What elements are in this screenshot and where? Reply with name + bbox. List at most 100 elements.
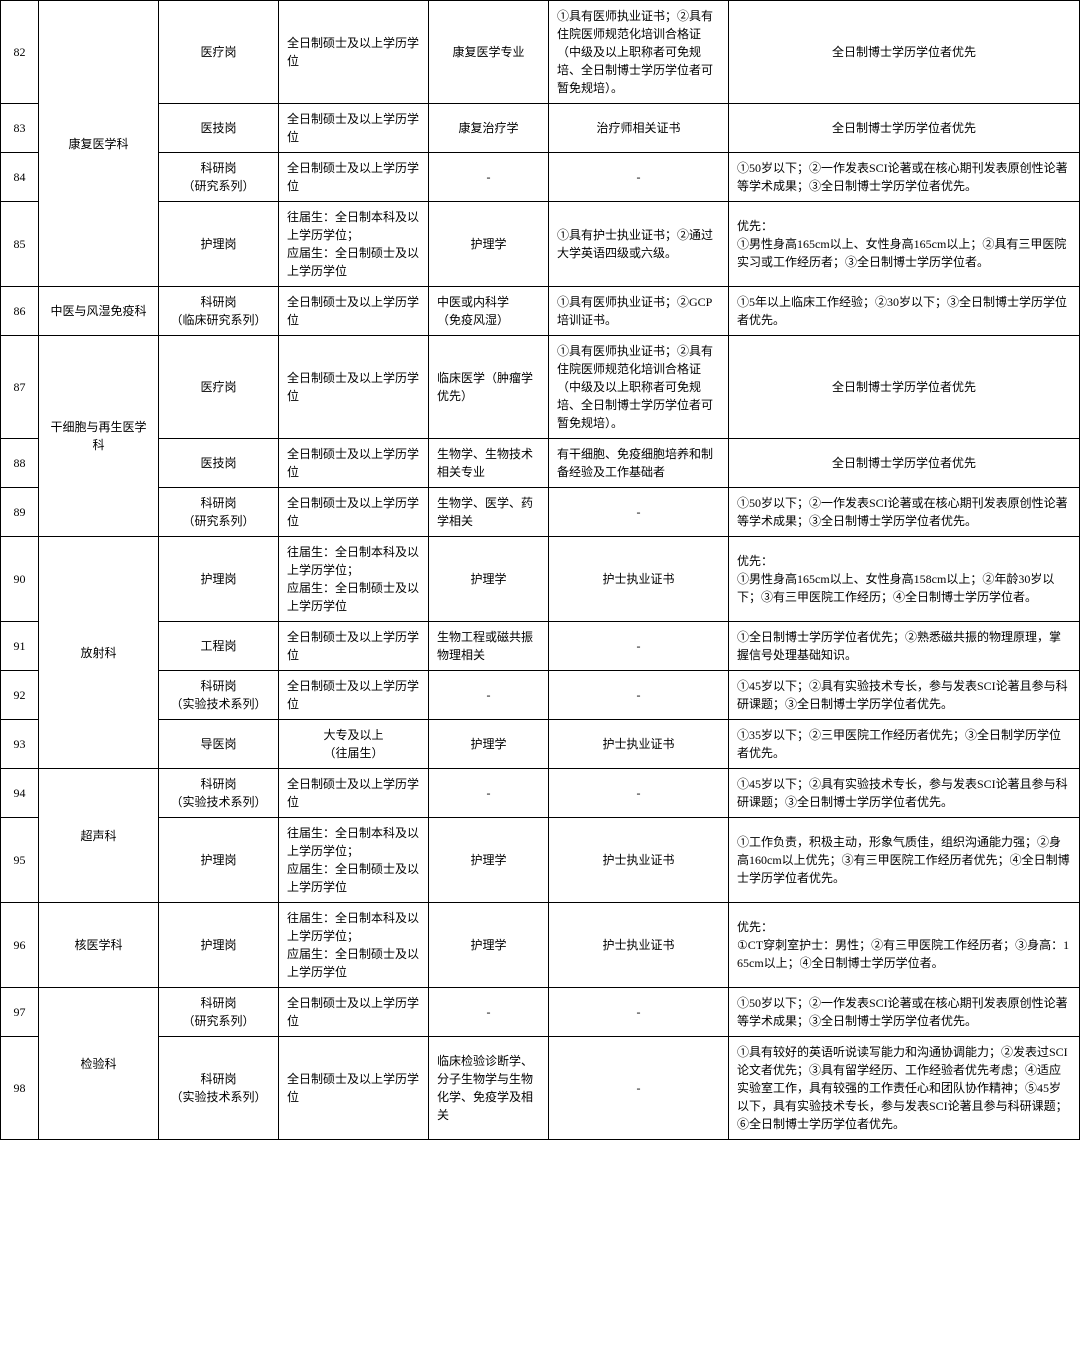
post-cell: 科研岗（实验技术系列）	[159, 1037, 279, 1140]
row-index: 87	[1, 336, 39, 439]
education-cell: 往届生：全日制本科及以上学历学位；应届生：全日制硕士及以上学历学位	[279, 818, 429, 903]
major-cell: 护理学	[429, 720, 549, 769]
certificate-cell: ①具有医师执业证书；②具有住院医师规范化培训合格证（中级及以上职称者可免规培、全…	[549, 1, 729, 104]
table-row: 91工程岗全日制硕士及以上学历学位生物工程或磁共振物理相关-①全日制博士学历学位…	[1, 622, 1080, 671]
post-cell: 护理岗	[159, 903, 279, 988]
row-index: 96	[1, 903, 39, 988]
row-index: 93	[1, 720, 39, 769]
post-cell: 科研岗（研究系列）	[159, 488, 279, 537]
certificate-cell: -	[549, 671, 729, 720]
remark-cell: ①45岁以下；②具有实验技术专长，参与发表SCI论著且参与科研课题；③全日制博士…	[729, 671, 1080, 720]
remark-cell: 全日制博士学历学位者优先	[729, 1, 1080, 104]
table-row: 95护理岗往届生：全日制本科及以上学历学位；应届生：全日制硕士及以上学历学位护理…	[1, 818, 1080, 903]
major-cell: 护理学	[429, 537, 549, 622]
remark-cell: ①5年以上临床工作经验；②30岁以下；③全日制博士学历学位者优先。	[729, 287, 1080, 336]
major-cell: 康复治疗学	[429, 104, 549, 153]
major-cell: -	[429, 153, 549, 202]
education-cell: 全日制硕士及以上学历学位	[279, 488, 429, 537]
post-cell: 科研岗（研究系列）	[159, 153, 279, 202]
department-cell: 核医学科	[39, 903, 159, 988]
education-cell: 全日制硕士及以上学历学位	[279, 988, 429, 1037]
major-cell: -	[429, 671, 549, 720]
education-cell: 全日制硕士及以上学历学位	[279, 622, 429, 671]
row-index: 82	[1, 1, 39, 104]
remark-cell: ①全日制博士学历学位者优先；②熟悉磁共振的物理原理，掌握信号处理基础知识。	[729, 622, 1080, 671]
major-cell: 护理学	[429, 818, 549, 903]
table-row: 85护理岗往届生：全日制本科及以上学历学位；应届生：全日制硕士及以上学历学位护理…	[1, 202, 1080, 287]
row-index: 86	[1, 287, 39, 336]
certificate-cell: -	[549, 1037, 729, 1140]
certificate-cell: -	[549, 769, 729, 818]
major-cell: 临床检验诊断学、分子生物学与生物化学、免疫学及相关	[429, 1037, 549, 1140]
education-cell: 大专及以上（往届生）	[279, 720, 429, 769]
education-cell: 往届生：全日制本科及以上学历学位；应届生：全日制硕士及以上学历学位	[279, 202, 429, 287]
department-cell: 康复医学科	[39, 1, 159, 287]
education-cell: 全日制硕士及以上学历学位	[279, 153, 429, 202]
certificate-cell: ①具有医师执业证书；②具有住院医师规范化培训合格证（中级及以上职称者可免规培、全…	[549, 336, 729, 439]
major-cell: 中医或内科学（免疫风湿）	[429, 287, 549, 336]
remark-cell: 优先：①男性身高165cm以上、女性身高165cm以上；②具有三甲医院实习或工作…	[729, 202, 1080, 287]
row-index: 90	[1, 537, 39, 622]
remark-cell: 优先：①男性身高165cm以上、女性身高158cm以上；②年龄30岁以下；③有三…	[729, 537, 1080, 622]
education-cell: 往届生：全日制本科及以上学历学位；应届生：全日制硕士及以上学历学位	[279, 537, 429, 622]
major-cell: 康复医学专业	[429, 1, 549, 104]
remark-cell: ①35岁以下；②三甲医院工作经历者优先；③全日制学历学位者优先。	[729, 720, 1080, 769]
post-cell: 导医岗	[159, 720, 279, 769]
table-row: 94超声科科研岗（实验技术系列）全日制硕士及以上学历学位--①45岁以下；②具有…	[1, 769, 1080, 818]
major-cell: 生物学、医学、药学相关	[429, 488, 549, 537]
department-cell: 超声科	[39, 769, 159, 903]
education-cell: 全日制硕士及以上学历学位	[279, 439, 429, 488]
table-row: 89科研岗（研究系列）全日制硕士及以上学历学位生物学、医学、药学相关-①50岁以…	[1, 488, 1080, 537]
department-cell: 检验科	[39, 988, 159, 1140]
row-index: 89	[1, 488, 39, 537]
certificate-cell: 有干细胞、免疫细胞培养和制备经验及工作基础者	[549, 439, 729, 488]
row-index: 83	[1, 104, 39, 153]
major-cell: 生物工程或磁共振物理相关	[429, 622, 549, 671]
post-cell: 科研岗（实验技术系列）	[159, 671, 279, 720]
education-cell: 全日制硕士及以上学历学位	[279, 1037, 429, 1140]
certificate-cell: ①具有医师执业证书；②GCP培训证书。	[549, 287, 729, 336]
row-index: 84	[1, 153, 39, 202]
table-row: 88 医技岗全日制硕士及以上学历学位生物学、生物技术相关专业有干细胞、免疫细胞培养…	[1, 439, 1080, 488]
recruitment-table: 82康复医学科医疗岗全日制硕士及以上学历学位康复医学专业①具有医师执业证书；②具…	[0, 0, 1080, 1140]
remark-cell: ①工作负责，积极主动，形象气质佳，组织沟通能力强；②身高160cm以上优先；③有…	[729, 818, 1080, 903]
education-cell: 往届生：全日制本科及以上学历学位；应届生：全日制硕士及以上学历学位	[279, 903, 429, 988]
table-row: 87干细胞与再生医学科医疗岗全日制硕士及以上学历学位临床医学（肿瘤学优先）①具有…	[1, 336, 1080, 439]
table-row: 82康复医学科医疗岗全日制硕士及以上学历学位康复医学专业①具有医师执业证书；②具…	[1, 1, 1080, 104]
education-cell: 全日制硕士及以上学历学位	[279, 671, 429, 720]
certificate-cell: -	[549, 622, 729, 671]
remark-cell: 全日制博士学历学位者优先	[729, 104, 1080, 153]
post-cell: 工程岗	[159, 622, 279, 671]
remark-cell: ①50岁以下；②一作发表SCI论著或在核心期刊发表原创性论著等学术成果；③全日制…	[729, 488, 1080, 537]
remark-cell: 全日制博士学历学位者优先	[729, 336, 1080, 439]
major-cell: -	[429, 988, 549, 1037]
row-index: 92	[1, 671, 39, 720]
remark-cell: ①50岁以下；②一作发表SCI论著或在核心期刊发表原创性论著等学术成果；③全日制…	[729, 988, 1080, 1037]
row-index: 98	[1, 1037, 39, 1140]
row-index: 97	[1, 988, 39, 1037]
major-cell: -	[429, 769, 549, 818]
table-row: 96核医学科护理岗往届生：全日制本科及以上学历学位；应届生：全日制硕士及以上学历…	[1, 903, 1080, 988]
row-index: 88	[1, 439, 39, 488]
certificate-cell: ①具有护士执业证书；②通过大学英语四级或六级。	[549, 202, 729, 287]
table-row: 92科研岗（实验技术系列）全日制硕士及以上学历学位--①45岁以下；②具有实验技…	[1, 671, 1080, 720]
post-cell: 医技岗	[159, 439, 279, 488]
remark-cell: 优先：①CT穿刺室护士：男性；②有三甲医院工作经历者；③身高：165cm以上；④…	[729, 903, 1080, 988]
education-cell: 全日制硕士及以上学历学位	[279, 1, 429, 104]
post-cell: 护理岗	[159, 537, 279, 622]
department-cell: 放射科	[39, 537, 159, 769]
certificate-cell: 护士执业证书	[549, 720, 729, 769]
row-index: 85	[1, 202, 39, 287]
post-cell: 科研岗（研究系列）	[159, 988, 279, 1037]
post-cell: 科研岗（实验技术系列）	[159, 769, 279, 818]
table-row: 86中医与风湿免疫科科研岗（临床研究系列）全日制硕士及以上学历学位中医或内科学（…	[1, 287, 1080, 336]
table-row: 90放射科护理岗往届生：全日制本科及以上学历学位；应届生：全日制硕士及以上学历学…	[1, 537, 1080, 622]
major-cell: 生物学、生物技术相关专业	[429, 439, 549, 488]
table-row: 84科研岗（研究系列）全日制硕士及以上学历学位--①50岁以下；②一作发表SCI…	[1, 153, 1080, 202]
post-cell: 医疗岗	[159, 336, 279, 439]
remark-cell: ①45岁以下；②具有实验技术专长，参与发表SCI论著且参与科研课题；③全日制博士…	[729, 769, 1080, 818]
major-cell: 护理学	[429, 202, 549, 287]
education-cell: 全日制硕士及以上学历学位	[279, 769, 429, 818]
post-cell: 护理岗	[159, 818, 279, 903]
certificate-cell: 护士执业证书	[549, 537, 729, 622]
